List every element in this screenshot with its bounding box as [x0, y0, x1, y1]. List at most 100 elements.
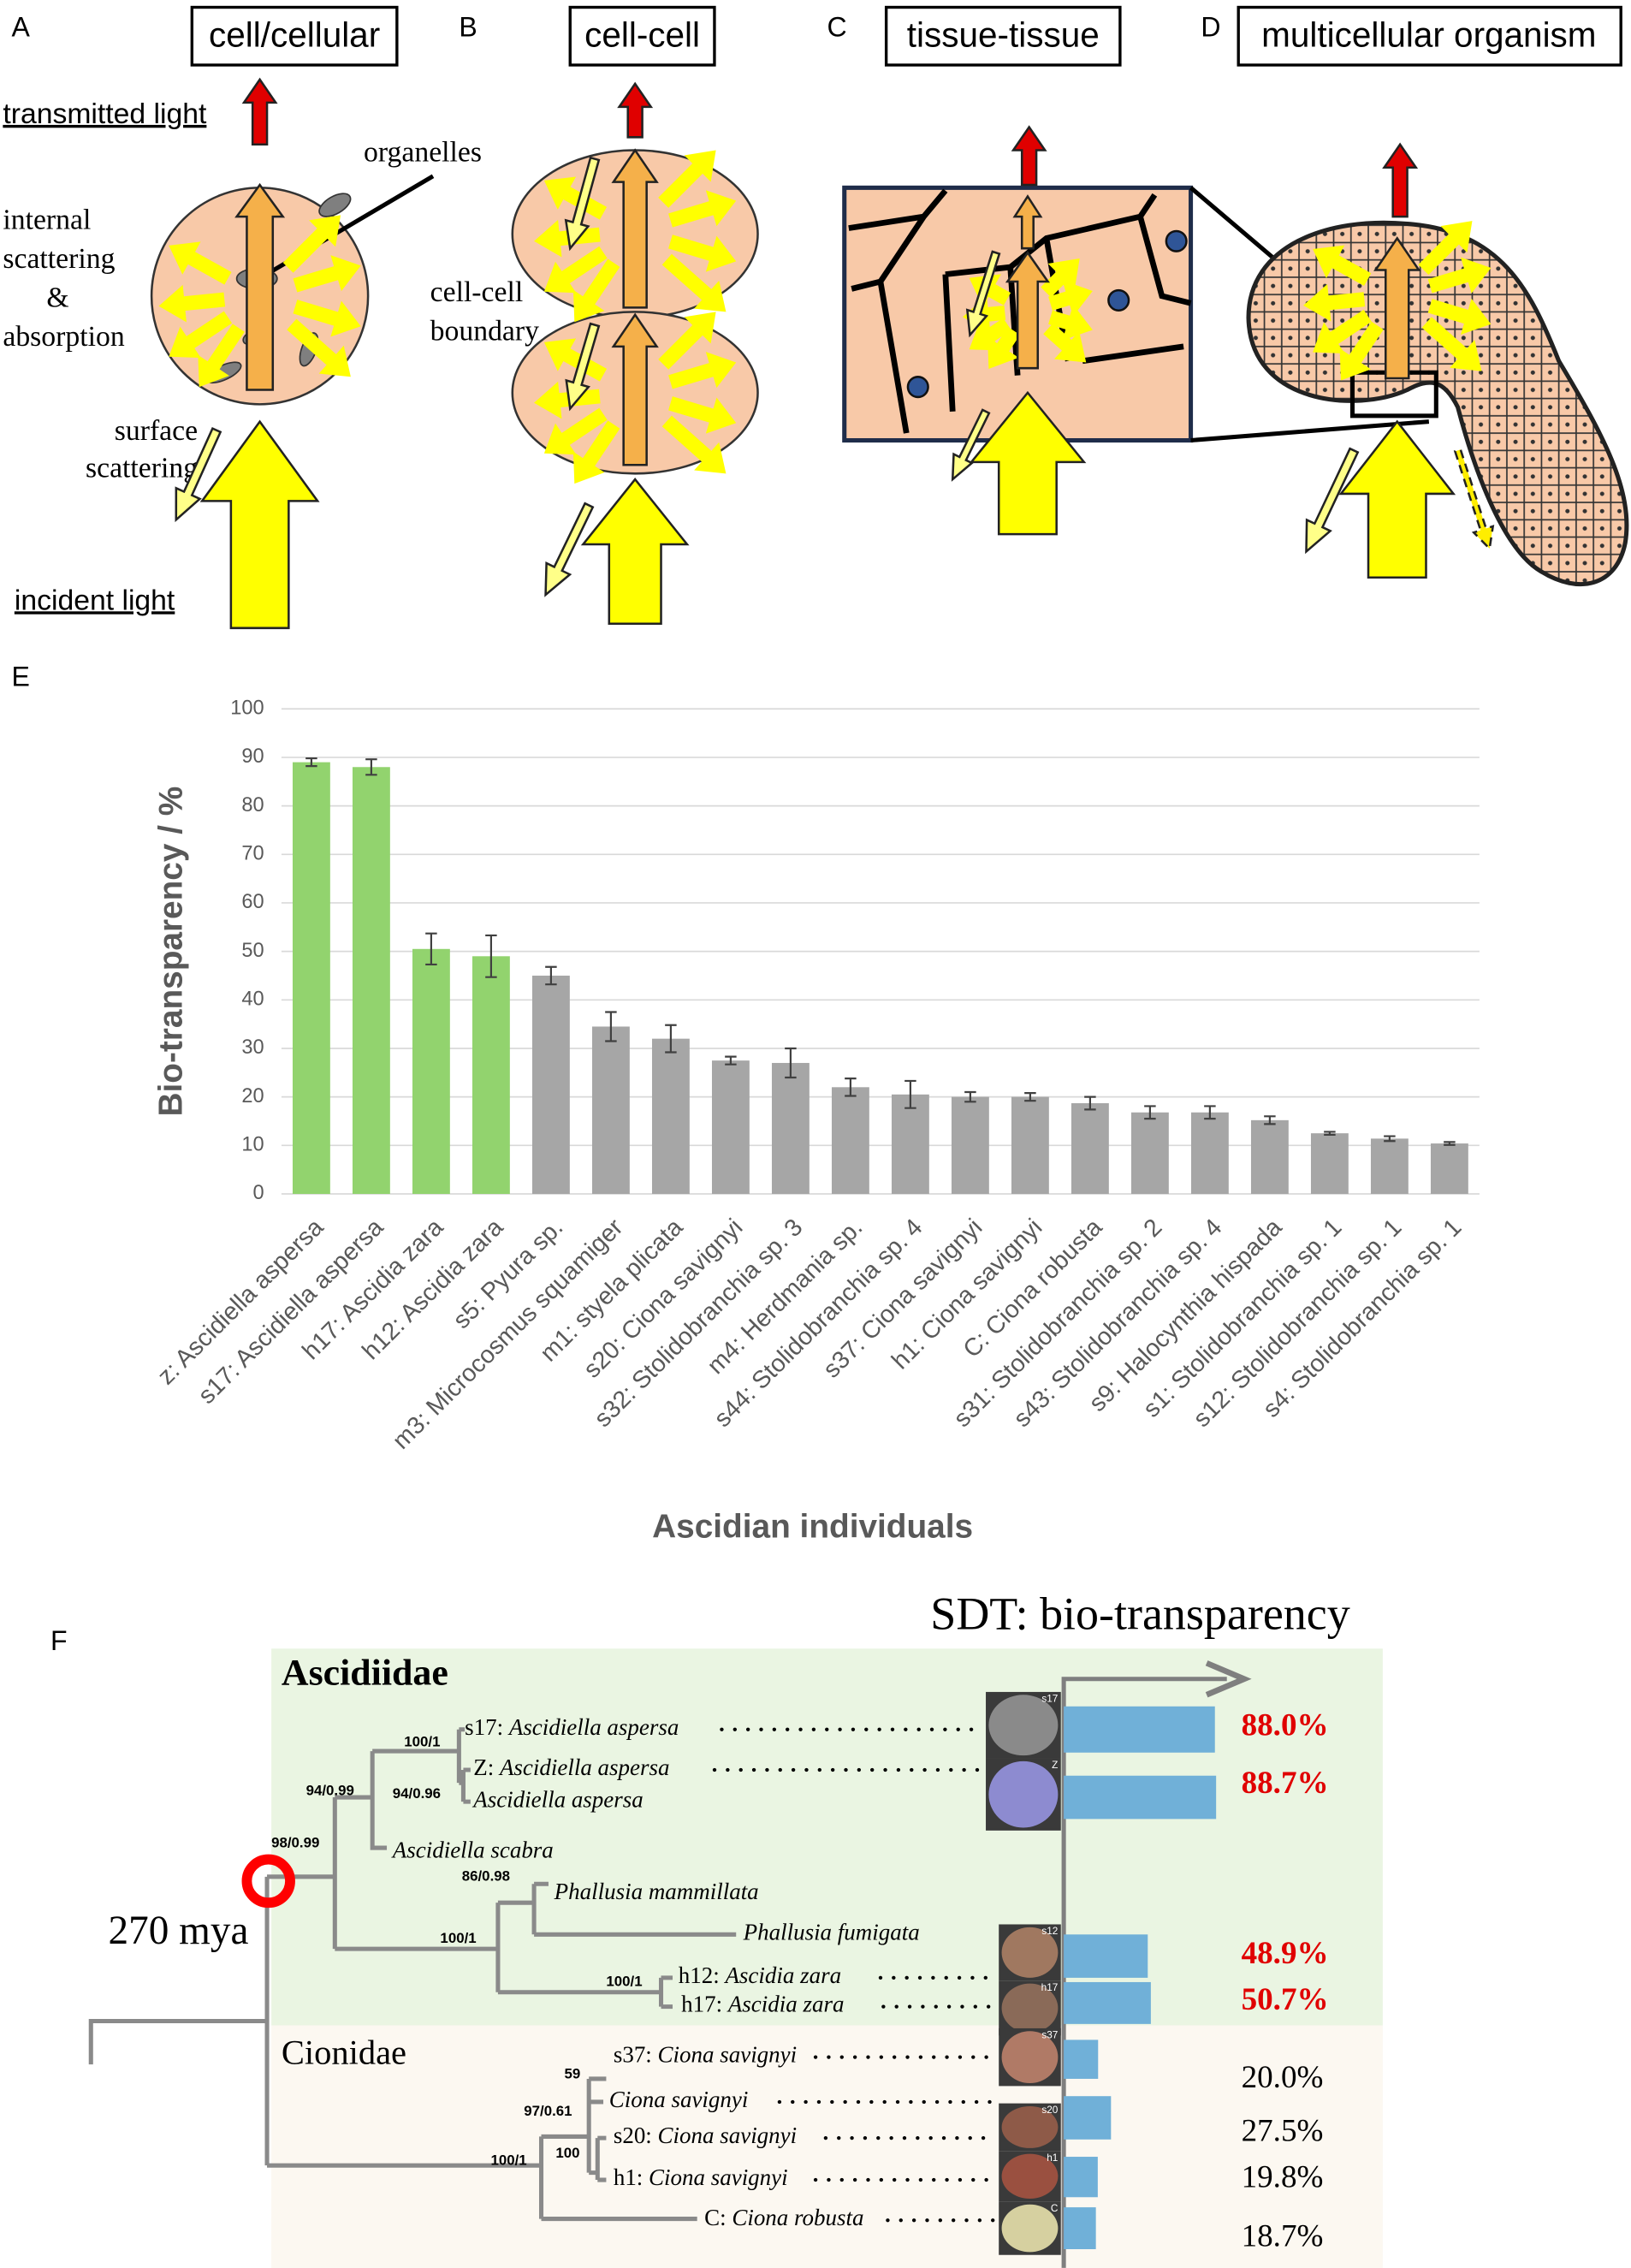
error-bar: [605, 1011, 617, 1042]
bar: [1064, 2157, 1098, 2198]
arrow: [543, 407, 608, 455]
thumbnail-specimen: [1001, 2153, 1059, 2199]
arrow: [668, 352, 737, 389]
error-bar: [1204, 1105, 1216, 1120]
y-tick-label: 60: [241, 891, 264, 913]
annotation: 270 mya: [109, 1909, 249, 1953]
arrow: [617, 81, 654, 139]
thumbnail-label: C: [1051, 2202, 1059, 2214]
value-label: 48.9%: [1242, 1936, 1329, 1971]
arrow: [661, 415, 727, 474]
arrow: [658, 150, 716, 208]
label: internal: [3, 205, 91, 236]
bar: [292, 762, 330, 1194]
value-label: 50.7%: [1242, 1982, 1329, 2017]
y-tick-label: 30: [241, 1036, 264, 1059]
y-tick-label: 50: [241, 940, 264, 962]
thumbnail-specimen: [1001, 2031, 1059, 2084]
arrow: [544, 502, 595, 597]
bar: [1250, 1119, 1289, 1194]
bar: [531, 975, 570, 1194]
label: cell-cell: [430, 276, 524, 308]
error-bar: [1084, 1095, 1096, 1111]
arrow: [1427, 257, 1492, 294]
title-box: [1237, 5, 1622, 67]
arrow: [234, 182, 286, 391]
arrow: [1043, 323, 1087, 363]
error-bar: [425, 932, 437, 966]
arrow: [1313, 309, 1372, 354]
clade-label: Ascidiidae: [282, 1652, 448, 1693]
thumbnail-specimen: [1001, 1983, 1059, 2033]
bar: [472, 956, 510, 1194]
label: incident light: [15, 584, 175, 616]
error-bar: [1024, 1092, 1036, 1102]
bar: [1064, 2207, 1096, 2249]
arrow: [668, 235, 737, 272]
error-bar: [1324, 1131, 1336, 1136]
thumbnail-label: s20: [1041, 2104, 1058, 2116]
thumbnail-label: s37: [1041, 2028, 1058, 2040]
clade-label: Cionidae: [282, 2033, 406, 2071]
bar: [1310, 1133, 1349, 1194]
label: boundary: [430, 315, 539, 347]
arrow: [1048, 304, 1093, 341]
thumbnail-specimen: [1001, 1927, 1059, 1978]
taxon: Ascidiella aspersa: [472, 1786, 644, 1812]
clade-background: [271, 2025, 1383, 2268]
arrow: [658, 312, 716, 370]
chart-title: SDT: bio-transparency: [930, 1588, 1349, 1639]
arrow: [543, 338, 608, 382]
organism: [1246, 220, 1629, 587]
arrow: [169, 241, 232, 285]
arrow: [1305, 447, 1360, 555]
bar: [1064, 2039, 1099, 2079]
bar: [1130, 1112, 1169, 1194]
error-bar: [1264, 1115, 1276, 1125]
value-label: 27.5%: [1242, 2114, 1324, 2149]
thumbnail-label: h1: [1047, 2152, 1058, 2164]
y-tick-label: 20: [241, 1085, 264, 1107]
label: surface: [115, 415, 198, 447]
bar: [591, 1026, 630, 1194]
bar: [1064, 2096, 1112, 2140]
error-bar: [964, 1090, 976, 1103]
arrow: [158, 284, 226, 323]
arrow: [668, 396, 737, 434]
arrow: [987, 326, 1021, 370]
arrow: [1382, 142, 1419, 218]
bar: [1190, 1112, 1229, 1194]
value-label: 19.8%: [1242, 2160, 1324, 2195]
bar: [831, 1087, 869, 1194]
label: transmitted light: [3, 98, 207, 130]
panel-title: multicellular organism: [1261, 15, 1596, 55]
error-bar: [725, 1055, 737, 1066]
arrow: [543, 176, 608, 220]
support: 100/1: [440, 1930, 476, 1946]
arrow: [1005, 251, 1050, 370]
bar: [1064, 1706, 1215, 1753]
arrow: [661, 253, 727, 312]
arrow: [1012, 194, 1043, 250]
bar: [1430, 1143, 1468, 1194]
support: 94/0.96: [393, 1785, 441, 1802]
bar: [891, 1094, 929, 1194]
taxon: h17: Ascidia zara: [681, 1992, 844, 2017]
label: &: [46, 282, 68, 314]
error-bar: [485, 934, 497, 978]
bar: [412, 948, 450, 1194]
thumbnail-specimen: [988, 1760, 1059, 1828]
arrow: [1041, 258, 1080, 298]
error-bar: [785, 1047, 797, 1079]
arrow: [572, 258, 620, 323]
label: absorption: [3, 321, 124, 353]
support: 100: [555, 2145, 579, 2161]
arrow: [282, 215, 341, 273]
arrow: [1339, 321, 1384, 381]
bar: [1071, 1103, 1109, 1194]
arrow: [1373, 236, 1421, 380]
label: scattering: [86, 453, 198, 484]
title-box: [190, 5, 399, 67]
arrow: [965, 250, 1001, 338]
panel-letter: B: [459, 11, 477, 42]
